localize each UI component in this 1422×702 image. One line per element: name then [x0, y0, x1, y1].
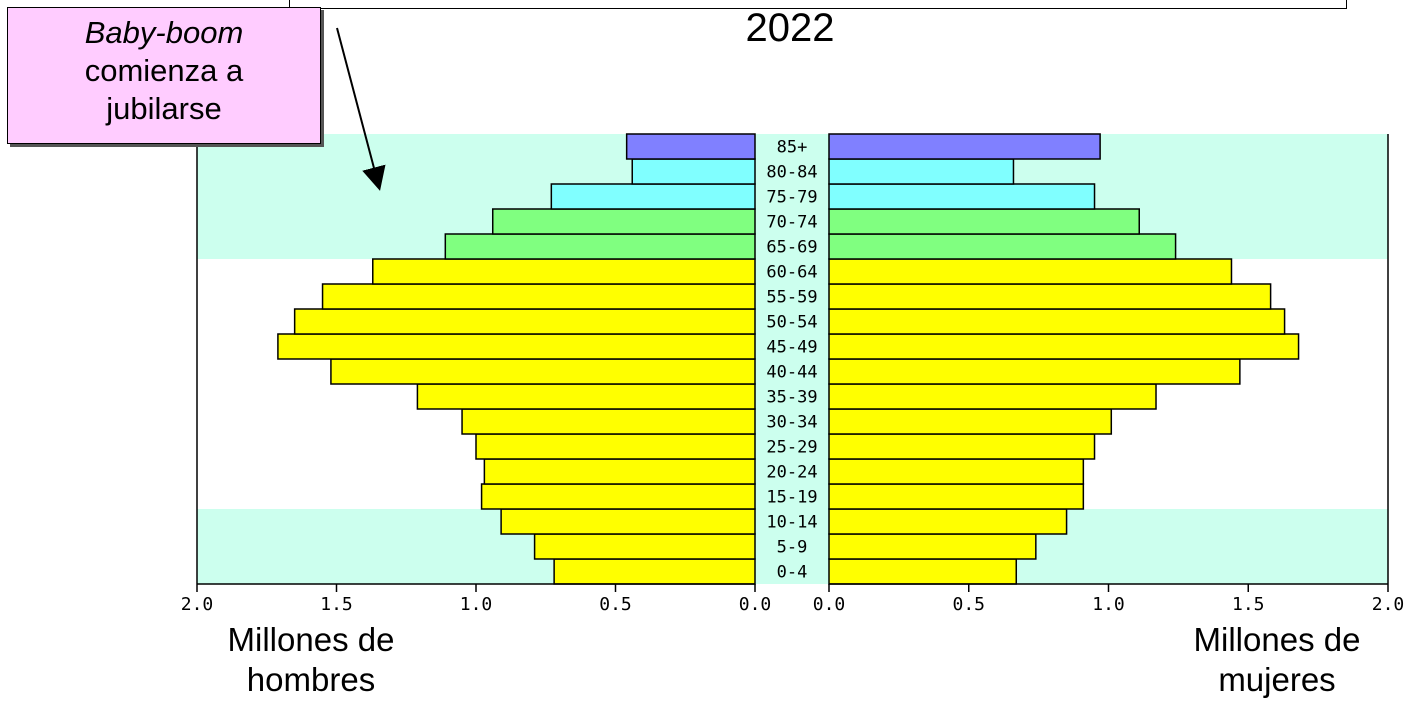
- female-bar-50-54: [828, 308, 1286, 335]
- age-label-45-49: 45-49: [766, 338, 817, 358]
- male-bar-5-9: [533, 533, 756, 560]
- female-bar-80-84: [828, 158, 1015, 185]
- age-label-5-9: 5-9: [777, 538, 808, 558]
- male-bar-60-64: [372, 258, 756, 285]
- female-x-tick-label: 0.0: [813, 594, 846, 615]
- female-axis-caption: Millones de mujeres: [1166, 620, 1388, 700]
- male-bar-45-49: [277, 333, 756, 360]
- female-x-tick-label: 1.5: [1232, 594, 1265, 615]
- male-x-tick-label: 1.5: [320, 594, 353, 615]
- female-bar-35-39: [828, 383, 1157, 410]
- chart-title: 2022: [745, 6, 835, 50]
- female-bar-0-4: [828, 558, 1018, 585]
- male-bar-70-74: [491, 208, 756, 235]
- top-frame: [289, 0, 1347, 9]
- female-bars: [828, 133, 1300, 585]
- axes: 2.0 1.5 1.0 0.5 0.0 0.0 0.5 1.0 1.5 2.0: [181, 134, 1405, 615]
- male-caption-line-1: Millones de: [227, 621, 395, 658]
- female-caption-line-2: mujeres: [1218, 661, 1336, 698]
- female-caption-line-1: Millones de: [1193, 621, 1361, 658]
- male-axis-caption: Millones de hombres: [200, 620, 422, 700]
- female-x-tick-label: 2.0: [1372, 594, 1405, 615]
- center-strip: [755, 134, 829, 584]
- age-label-10-14: 10-14: [766, 513, 817, 533]
- male-bar-0-4: [553, 558, 756, 585]
- male-bar-75-79: [550, 183, 756, 210]
- female-x-tick-label: 1.0: [1092, 594, 1125, 615]
- male-bar-30-34: [461, 408, 756, 435]
- age-label-15-19: 15-19: [766, 488, 817, 508]
- age-label-35-39: 35-39: [766, 388, 817, 408]
- female-bar-10-14: [828, 508, 1068, 535]
- callout-line-1: Baby-boom: [84, 15, 244, 50]
- age-group-labels: 0-4 5-9 10-14 15-19 20-24 25-29 30-34 35-39 40-4…: [766, 138, 817, 583]
- callout-arrow: [336, 27, 386, 191]
- male-bar-35-39: [416, 383, 756, 410]
- female-bar-25-29: [828, 433, 1096, 460]
- age-label-30-34: 30-34: [766, 413, 817, 433]
- age-label-0-4: 0-4: [777, 563, 808, 583]
- male-bar-10-14: [500, 508, 756, 535]
- age-label-40-44: 40-44: [766, 363, 817, 383]
- female-bar-40-44: [828, 358, 1241, 385]
- male-bar-25-29: [475, 433, 756, 460]
- male-bar-20-24: [483, 458, 756, 485]
- male-x-tick-label: 2.0: [181, 594, 214, 615]
- female-x-tick-label: 0.5: [952, 594, 985, 615]
- age-label-85+: 85+: [777, 138, 808, 158]
- age-label-70-74: 70-74: [766, 213, 817, 233]
- male-bar-40-44: [330, 358, 756, 385]
- female-bar-30-34: [828, 408, 1113, 435]
- female-bar-20-24: [828, 458, 1085, 485]
- age-label-80-84: 80-84: [766, 163, 817, 183]
- male-bar-85+: [625, 133, 756, 160]
- age-label-55-59: 55-59: [766, 288, 817, 308]
- male-bar-65-69: [444, 233, 756, 260]
- age-label-50-54: 50-54: [766, 313, 817, 333]
- male-bars: [277, 133, 756, 585]
- female-bar-45-49: [828, 333, 1300, 360]
- female-bar-15-19: [828, 483, 1085, 510]
- callout-line-3: jubilarse: [106, 91, 222, 126]
- male-x-tick-label: 0.5: [599, 594, 632, 615]
- female-bar-85+: [828, 133, 1101, 160]
- age-label-75-79: 75-79: [766, 188, 817, 208]
- female-bar-70-74: [828, 208, 1140, 235]
- callout-line-2: comienza a: [84, 53, 244, 88]
- age-label-20-24: 20-24: [766, 463, 817, 483]
- female-bar-5-9: [828, 533, 1037, 560]
- male-caption-line-2: hombres: [246, 661, 376, 698]
- age-label-60-64: 60-64: [766, 263, 817, 283]
- male-bar-80-84: [631, 158, 756, 185]
- age-label-25-29: 25-29: [766, 438, 817, 458]
- female-bar-75-79: [828, 183, 1096, 210]
- male-x-tick-label: 1.0: [460, 594, 493, 615]
- female-bar-55-59: [828, 283, 1272, 310]
- baby-boom-callout: Baby-boom comienza a jubilarse: [7, 7, 321, 144]
- male-bar-15-19: [480, 483, 756, 510]
- male-x-tick-label: 0.0: [739, 594, 772, 615]
- female-bar-65-69: [828, 233, 1177, 260]
- female-bar-60-64: [828, 258, 1233, 285]
- male-bar-50-54: [293, 308, 756, 335]
- age-label-65-69: 65-69: [766, 238, 817, 258]
- male-bar-55-59: [321, 283, 756, 310]
